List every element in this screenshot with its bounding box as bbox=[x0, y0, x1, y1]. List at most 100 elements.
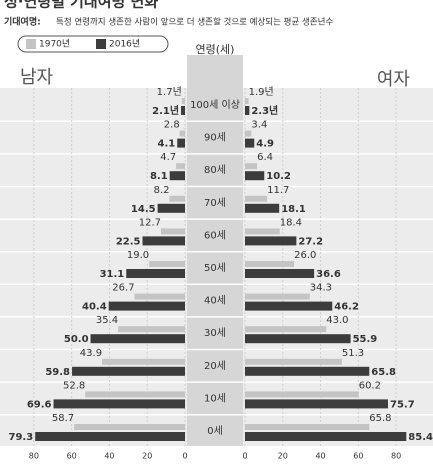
value-label: 85.4 bbox=[408, 432, 433, 443]
bar bbox=[126, 269, 185, 278]
bar bbox=[245, 163, 257, 169]
value-label: 2.8 bbox=[164, 120, 180, 131]
value-label: 26.7 bbox=[112, 283, 134, 294]
value-label: 40.4 bbox=[82, 302, 107, 313]
value-label: 14.5 bbox=[131, 204, 156, 215]
x-tick-label: 80 bbox=[29, 452, 39, 461]
bar bbox=[245, 294, 310, 300]
value-label: 6.4 bbox=[257, 152, 273, 163]
value-label: 50.0 bbox=[64, 334, 89, 345]
bar bbox=[102, 359, 185, 365]
value-label: 79.3 bbox=[9, 432, 34, 443]
value-label: 43.9 bbox=[80, 348, 102, 359]
value-label: 36.6 bbox=[316, 269, 341, 280]
legend-swatch bbox=[26, 39, 36, 49]
bar bbox=[245, 139, 254, 148]
bar bbox=[245, 106, 249, 115]
value-label: 52.8 bbox=[63, 380, 85, 391]
legend-label: 1970년 bbox=[39, 39, 70, 50]
value-label: 4.9 bbox=[256, 139, 274, 150]
value-label: 18.1 bbox=[281, 204, 306, 215]
age-column bbox=[187, 55, 243, 446]
value-label: 58.7 bbox=[52, 413, 74, 424]
bar bbox=[245, 269, 314, 278]
bar bbox=[170, 171, 185, 180]
bar bbox=[135, 294, 185, 300]
bar bbox=[181, 106, 185, 115]
chart-title: 성·연령별 기대여명 변화 bbox=[4, 0, 158, 11]
value-label: 10.2 bbox=[266, 171, 291, 182]
value-label: 46.2 bbox=[334, 302, 359, 313]
x-tick-label: 40 bbox=[315, 452, 325, 461]
value-label: 34.3 bbox=[310, 283, 332, 294]
bar bbox=[74, 424, 185, 430]
subtitle-term: 기대여명: bbox=[4, 16, 41, 28]
x-tick-label: 40 bbox=[104, 452, 114, 461]
value-label: 75.7 bbox=[390, 399, 415, 410]
age-label: 10세 bbox=[204, 392, 226, 404]
x-tick-label: 20 bbox=[278, 452, 288, 461]
value-label: 1.9년 bbox=[249, 86, 274, 98]
bar bbox=[177, 139, 185, 148]
value-label: 2.3년 bbox=[251, 104, 278, 117]
value-label: 4.1 bbox=[158, 139, 176, 150]
value-label: 11.7 bbox=[267, 185, 289, 196]
bar bbox=[245, 334, 351, 343]
bar bbox=[158, 204, 185, 213]
bar bbox=[143, 236, 186, 245]
age-label: 40세 bbox=[204, 295, 226, 307]
value-label: 65.8 bbox=[371, 367, 396, 378]
right-label: 여자 bbox=[377, 69, 411, 90]
x-tick-label: 0 bbox=[182, 452, 187, 461]
subtitle: 특정 연령까지 생존한 사람이 앞으로 더 생존할 것으로 예상되는 평균 생존… bbox=[56, 17, 333, 28]
left-label: 남자 bbox=[20, 67, 54, 88]
value-label: 8.1 bbox=[150, 171, 168, 182]
bar bbox=[245, 98, 249, 104]
value-label: 31.1 bbox=[100, 269, 125, 280]
age-label: 90세 bbox=[204, 132, 226, 144]
bar bbox=[245, 391, 359, 397]
age-label: 80세 bbox=[204, 164, 226, 176]
bar bbox=[245, 228, 280, 234]
bar bbox=[245, 261, 294, 267]
value-label: 51.3 bbox=[342, 348, 364, 359]
bar bbox=[182, 98, 185, 104]
age-label: 70세 bbox=[204, 197, 226, 209]
bar bbox=[245, 326, 326, 332]
value-label: 8.2 bbox=[154, 185, 170, 196]
age-label: 50세 bbox=[204, 262, 226, 274]
x-tick-label: 60 bbox=[67, 452, 77, 461]
age-label: 0세 bbox=[207, 425, 223, 437]
bar bbox=[35, 432, 185, 441]
value-label: 1.7년 bbox=[157, 86, 182, 98]
value-label: 69.6 bbox=[27, 399, 52, 410]
bar bbox=[245, 196, 267, 202]
bar bbox=[245, 399, 388, 408]
value-label: 59.8 bbox=[45, 367, 70, 378]
center-label: 연령(세) bbox=[196, 43, 235, 56]
x-tick-label: 60 bbox=[353, 452, 363, 461]
value-label: 55.9 bbox=[353, 334, 378, 345]
value-label: 3.4 bbox=[251, 120, 267, 131]
bar bbox=[245, 171, 264, 180]
legend-swatch bbox=[96, 39, 106, 49]
bar bbox=[245, 359, 342, 365]
value-label: 18.4 bbox=[280, 217, 302, 228]
bar bbox=[245, 424, 369, 430]
value-label: 43.0 bbox=[326, 315, 348, 326]
age-label: 60세 bbox=[204, 229, 226, 241]
bar bbox=[149, 261, 185, 267]
bar bbox=[176, 163, 185, 169]
bar bbox=[54, 399, 185, 408]
value-label: 35.4 bbox=[96, 315, 118, 326]
x-tick-label: 20 bbox=[142, 452, 152, 461]
value-label: 22.5 bbox=[116, 236, 141, 247]
bar bbox=[161, 228, 185, 234]
value-label: 4.7 bbox=[160, 152, 176, 163]
chart: 성·연령별 기대여명 변화 기대여명: 특정 연령까지 생존한 사람이 앞으로 … bbox=[0, 0, 433, 475]
bar bbox=[72, 367, 185, 376]
bar bbox=[245, 367, 369, 376]
bar bbox=[180, 131, 185, 137]
x-tick-label: 80 bbox=[391, 452, 401, 461]
bar bbox=[118, 326, 185, 332]
